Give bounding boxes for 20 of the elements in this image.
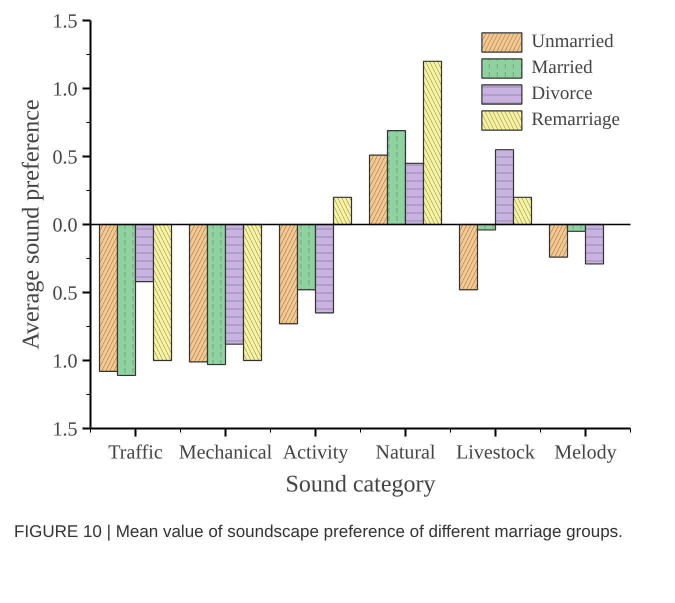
x-axis-title: Sound category xyxy=(286,472,436,498)
legend-label: Unmarried xyxy=(531,31,614,53)
y-tick-label: 0.0 xyxy=(52,214,78,236)
x-tick-label: Natural xyxy=(376,442,436,464)
x-tick-label: Traffic xyxy=(108,442,163,464)
y-tick-label: 1.0 xyxy=(52,78,78,100)
y-tick-label: 1.5 xyxy=(52,418,78,440)
y-tick-label: 0.5 xyxy=(52,146,78,168)
y-tick-label: 1.5 xyxy=(52,10,78,32)
legend-label: Married xyxy=(531,57,593,79)
x-tick-label: Activity xyxy=(282,442,348,464)
legend-label: Divorce xyxy=(531,83,593,105)
x-tick-label: Mechanical xyxy=(178,442,273,464)
y-tick-label: 1.0 xyxy=(52,350,78,372)
x-tick-label: Melody xyxy=(554,442,617,464)
legend-label: Remarriage xyxy=(531,109,620,131)
x-tick-label: Livestock xyxy=(456,442,535,464)
y-tick-label: 0.5 xyxy=(52,282,78,304)
caption: FIGURE 10 | Mean value of soundscape preference of different marriage groups. xyxy=(14,521,623,543)
y-axis-title: Average sound preference xyxy=(18,99,44,350)
